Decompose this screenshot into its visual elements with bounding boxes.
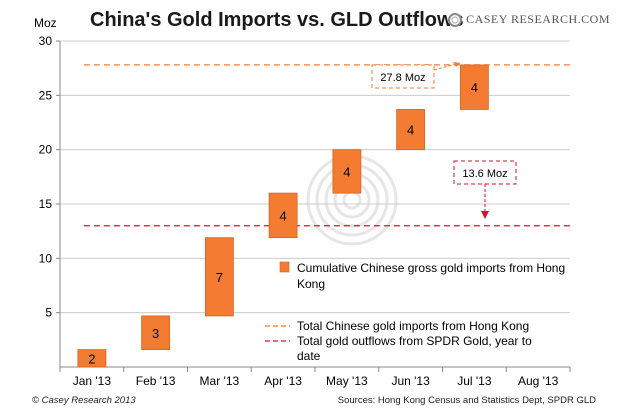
bar <box>77 349 107 368</box>
bar-data-label: 4 <box>407 123 414 138</box>
annotation-label: 27.8 Moz <box>380 72 425 84</box>
brand-swirl-icon <box>448 12 463 27</box>
legend-text: Kong <box>297 277 325 291</box>
legend-text: date <box>297 349 321 363</box>
y-tick-label: 5 <box>45 306 52 320</box>
bar <box>459 64 489 110</box>
bar <box>396 109 426 151</box>
bar <box>332 149 362 194</box>
y-tick-label: 20 <box>39 143 53 157</box>
y-unit-label: Moz <box>34 16 57 30</box>
x-tick-label: Feb '13 <box>136 374 176 388</box>
watermark-ring <box>342 190 362 210</box>
y-tick-label: 15 <box>39 197 53 211</box>
bar-data-label: 7 <box>216 270 223 285</box>
annotation-arrowhead <box>453 62 460 67</box>
bar <box>204 237 234 317</box>
legend-text: Total gold outflows from SPDR Gold, year… <box>297 334 532 348</box>
source-note: Sources: Hong Kong Census and Statistics… <box>337 395 596 406</box>
x-tick-label: May '13 <box>326 374 368 388</box>
x-tick-label: Jan '13 <box>73 374 112 388</box>
annotation-label: 13.6 Moz <box>462 168 507 180</box>
legend-text: Cumulative Chinese gross gold imports fr… <box>297 261 565 275</box>
x-tick-label: Apr '13 <box>264 374 302 388</box>
x-tick-label: Mar '13 <box>200 374 240 388</box>
brand-text: CASEY RESEARCH.COM <box>466 12 610 26</box>
x-tick-label: Aug '13 <box>518 374 559 388</box>
annotation-arrowhead <box>481 211 489 219</box>
y-tick-label: 30 <box>39 34 53 48</box>
bar-data-label: 4 <box>280 208 287 223</box>
brand-logo[interactable]: CASEY RESEARCH.COM <box>448 12 610 27</box>
bar-data-label: 3 <box>152 326 159 341</box>
legend-swatch <box>279 261 290 273</box>
annotation-box <box>371 64 435 89</box>
x-tick-label: Jun '13 <box>391 374 430 388</box>
x-tick-label: Jul '13 <box>457 374 492 388</box>
bar-data-label: 2 <box>88 351 95 366</box>
y-tick-label: 25 <box>39 88 53 102</box>
copyright-note: © Casey Research 2013 <box>32 395 136 406</box>
bar <box>141 315 171 351</box>
chart-title: China's Gold Imports vs. GLD Outflows <box>90 9 464 31</box>
bar <box>268 192 298 239</box>
bar-data-label: 4 <box>471 80 478 95</box>
bar-data-label: 4 <box>343 164 350 179</box>
y-tick-label: 10 <box>39 251 53 265</box>
legend-text: Total Chinese gold imports from Hong Kon… <box>297 319 529 333</box>
